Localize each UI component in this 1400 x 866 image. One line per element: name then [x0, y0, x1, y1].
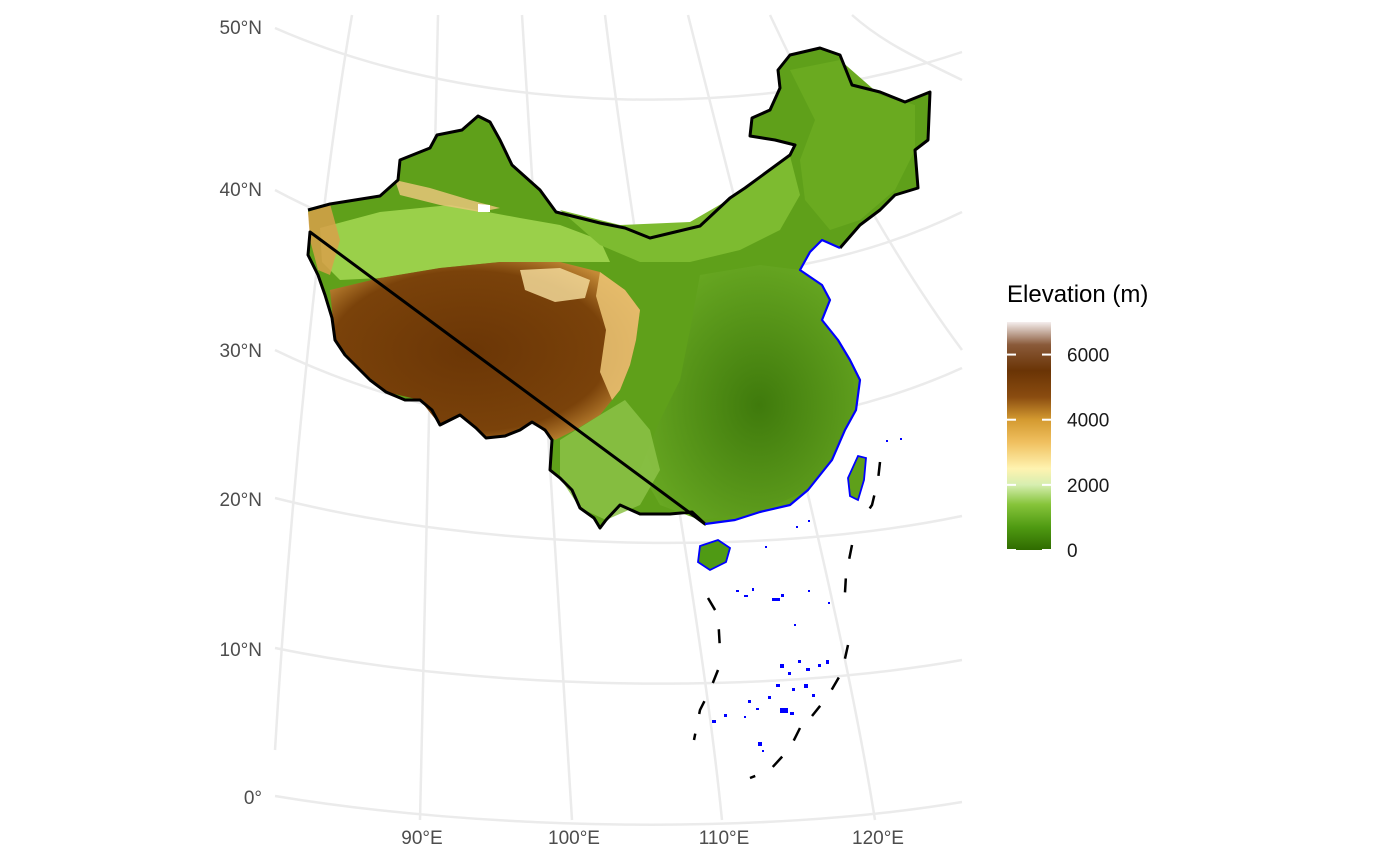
- parallel-20N: [274, 496, 963, 545]
- parallel-0: [274, 794, 963, 826]
- meridian-140E: [851, 14, 963, 82]
- island: [790, 712, 794, 715]
- island: [781, 594, 784, 597]
- island: [798, 660, 801, 663]
- island: [794, 624, 796, 626]
- legend-tick-label: 6000: [1067, 346, 1109, 367]
- legend-tick-label: 0: [1067, 541, 1078, 562]
- island: [762, 750, 764, 752]
- island: [780, 708, 788, 713]
- legend-colorbar: [1007, 322, 1051, 550]
- hainan-island: [697, 539, 732, 572]
- nine-dash-line: [692, 461, 882, 780]
- island: [744, 595, 748, 597]
- island: [776, 684, 780, 687]
- tarim-basin: [320, 205, 610, 280]
- island: [788, 672, 791, 675]
- latitude-labels: 50°N 40°N 30°N 20°N 10°N 0°: [220, 18, 262, 809]
- island: [796, 526, 798, 528]
- lon-label-90E: 90°E: [401, 828, 442, 849]
- yunnan-guizhou-plateau: [560, 400, 660, 520]
- island: [724, 714, 727, 717]
- island: [804, 684, 808, 688]
- island: [748, 700, 751, 703]
- island: [744, 716, 746, 718]
- island: [808, 590, 810, 592]
- island: [812, 694, 815, 697]
- island: [806, 668, 810, 671]
- lon-label-110E: 110°E: [699, 828, 750, 849]
- tibetan-plateau: [330, 262, 640, 440]
- parallel-50N: [274, 26, 963, 101]
- island: [752, 588, 754, 591]
- taiwan-island: [847, 454, 867, 502]
- legend-ticks: 6000 4000 2000 0: [1007, 346, 1109, 562]
- meridian-80E: [273, 14, 354, 751]
- lat-label-40N: 40°N: [220, 180, 262, 201]
- island: [818, 664, 821, 667]
- china-boundary: [306, 46, 932, 530]
- qaidam-highland: [520, 268, 590, 302]
- island: [756, 708, 759, 710]
- west-kunlun: [308, 204, 340, 275]
- legend-tick-label: 4000: [1067, 411, 1109, 432]
- legend-title: Elevation (m): [1007, 281, 1148, 308]
- island: [772, 598, 780, 601]
- lon-label-100E: 100°E: [548, 828, 600, 849]
- inner-mongolia-plateau: [560, 156, 800, 262]
- island: [808, 520, 810, 522]
- island: [712, 720, 716, 723]
- lake-white-patch: [478, 204, 490, 212]
- tian-shan-ridge: [395, 180, 500, 212]
- eastern-lowland: [640, 265, 856, 520]
- island-clusters: [712, 438, 902, 752]
- island: [828, 602, 830, 604]
- island: [780, 664, 784, 668]
- lon-label-120E: 120°E: [852, 828, 904, 849]
- lat-label-20N: 20°N: [220, 490, 262, 511]
- parallel-10N: [274, 646, 963, 685]
- lat-label-30N: 30°N: [220, 341, 262, 362]
- island: [758, 742, 762, 746]
- china-coastline: [704, 238, 862, 526]
- island: [768, 696, 771, 699]
- elevation-legend: Elevation (m) 6000 4000 2000 0: [1007, 281, 1148, 562]
- lat-label-10N: 10°N: [220, 640, 262, 661]
- china-elevation-map: [306, 46, 932, 572]
- lat-label-0: 0°: [244, 788, 262, 809]
- lat-label-50N: 50°N: [220, 18, 262, 39]
- south-china-sea: [692, 438, 902, 780]
- longitude-labels: 90°E 100°E 110°E 120°E: [401, 828, 904, 849]
- plateau-rim: [596, 272, 640, 400]
- island: [900, 438, 902, 440]
- legend-tick-label: 2000: [1067, 476, 1109, 497]
- island: [765, 546, 767, 548]
- island: [736, 590, 739, 592]
- island: [826, 660, 829, 664]
- island: [886, 440, 888, 442]
- island: [792, 688, 795, 691]
- northeast-plain: [790, 60, 915, 230]
